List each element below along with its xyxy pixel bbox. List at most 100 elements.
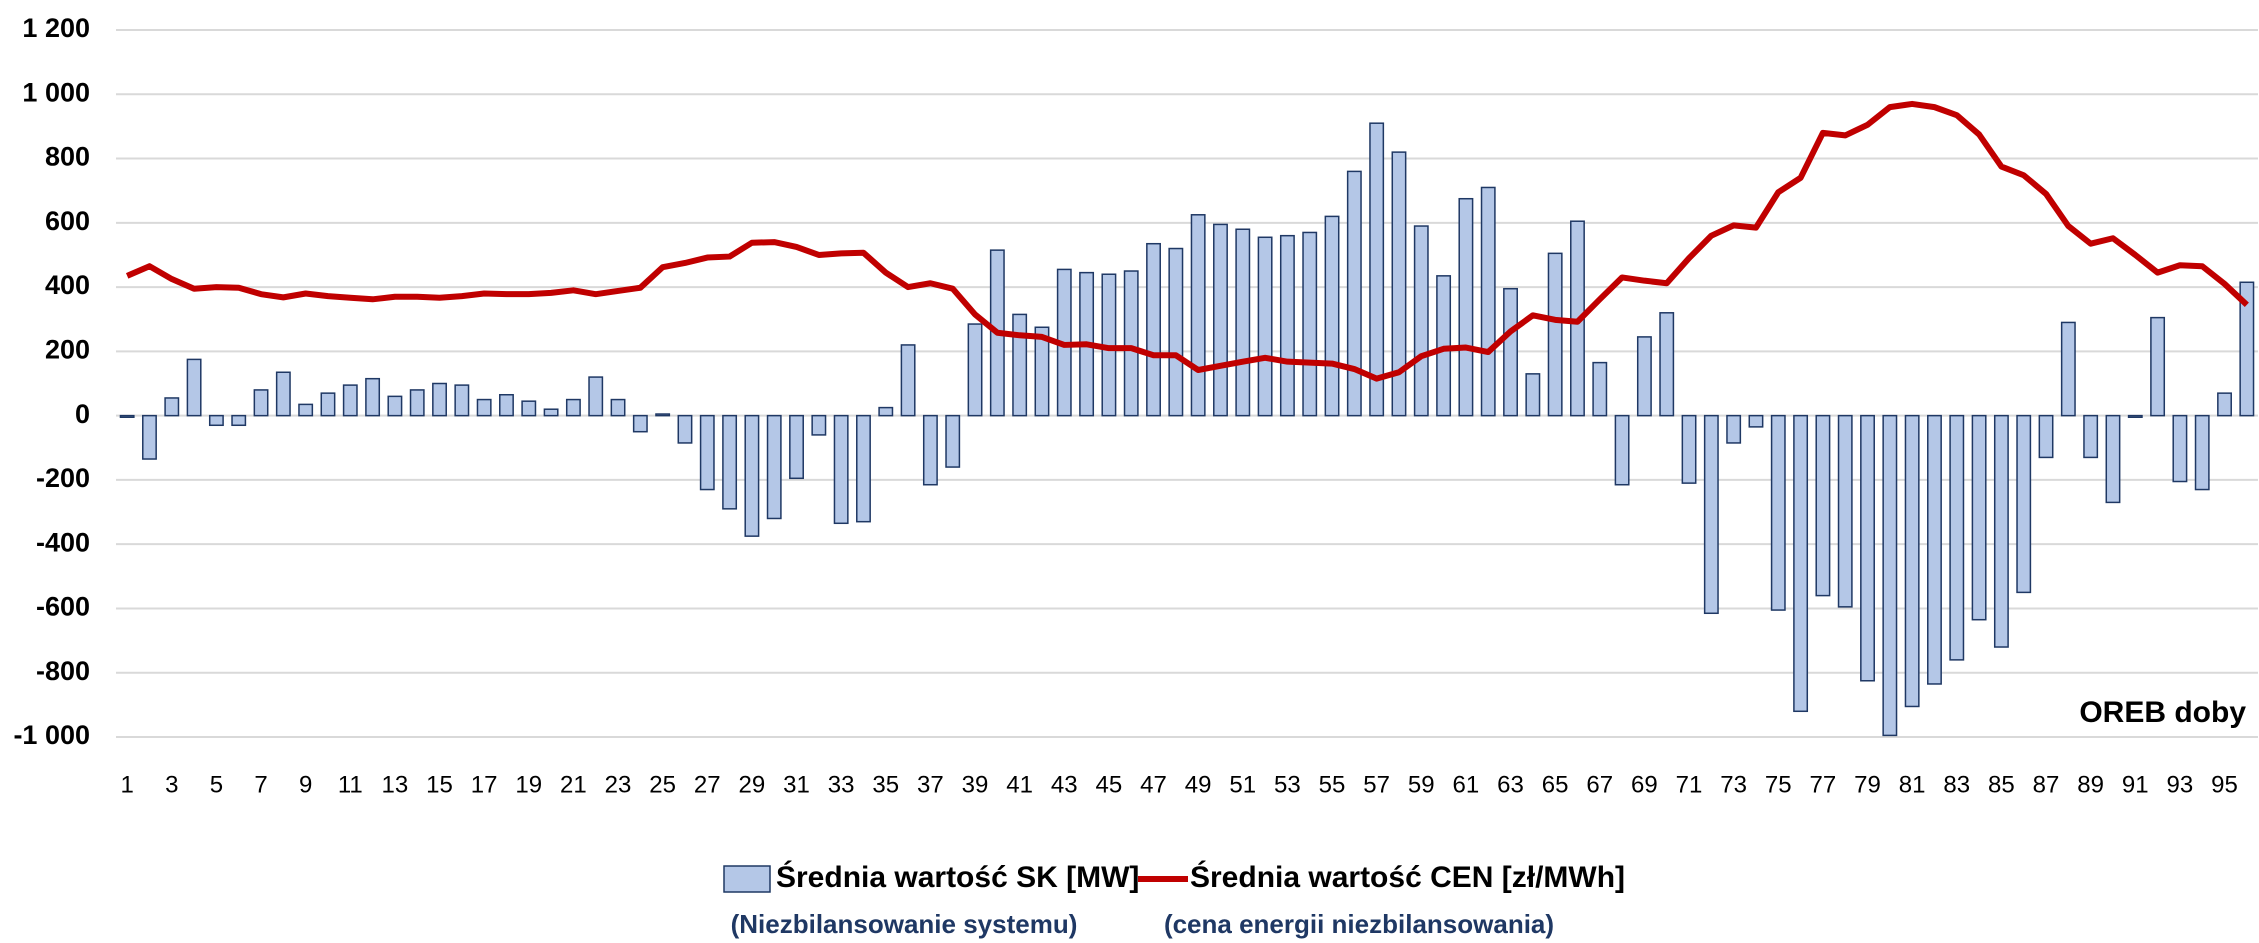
bar [1146,242,1161,417]
x-tick-label: 49 [1185,771,1212,798]
bar [677,414,693,444]
bar [253,389,269,417]
x-tick-label: 39 [962,771,989,798]
bar [1636,336,1652,417]
bar [499,393,514,417]
x-tick-label: 75 [1765,771,1792,798]
bar [1324,215,1340,417]
legend-label: Średnia wartość SK [MW] [776,860,1139,894]
x-tick-label: 93 [2167,771,2194,798]
x-tick-label: 79 [1854,771,1881,798]
bar [878,406,894,417]
bar [2127,414,2143,418]
bar [2083,414,2099,459]
y-tick-label: 600 [45,206,90,236]
x-tick-label: 71 [1676,771,1703,798]
y-tick-label: 400 [45,270,90,300]
x-tick-label: 89 [2077,771,2104,798]
bar [1703,414,1719,615]
bar [1882,414,1898,737]
bar [320,392,336,417]
x-tick-label: 87 [2033,771,2060,798]
x-tick-label: 19 [515,771,542,798]
bar [789,414,804,480]
x-tick-label: 21 [560,771,587,798]
x-tick-label: 5 [210,771,223,798]
x-tick-label: 55 [1319,771,1346,798]
bar [454,384,470,417]
x-tick-label: 35 [872,771,899,798]
bar [208,414,224,427]
bar [432,382,447,417]
bar [610,398,626,417]
x-tick-label: 65 [1542,771,1569,798]
bar [231,414,247,427]
legend-description: (Niezbilansowanie systemu) [731,909,1078,939]
bar [1012,313,1028,417]
bar [476,398,492,417]
bar [164,397,180,417]
bar [2105,414,2121,504]
annotation: OREB doby [2079,696,2246,729]
bar [588,376,604,417]
x-tick-label: 81 [1899,771,1926,798]
x-tick-label: 15 [426,771,453,798]
bar [342,384,358,417]
x-tick-label: 45 [1096,771,1123,798]
bar [1860,414,1875,682]
bar [1770,414,1786,611]
bar [699,414,715,491]
x-tick-label: 95 [2211,771,2238,798]
y-tick-label: 1 200 [22,13,90,43]
bar [186,358,202,417]
bar [1034,326,1050,417]
bar [1726,414,1742,444]
bar [142,414,157,460]
x-tick-label: 29 [739,771,766,798]
bar [1904,414,1920,708]
bar [1168,247,1184,417]
bar [1793,414,1809,713]
x-tick-label: 53 [1274,771,1301,798]
bar [1681,414,1697,484]
bar [2038,414,2054,459]
bar [1837,414,1853,608]
bar [1391,151,1407,417]
bar [1993,414,2009,648]
bar [632,414,648,433]
bar [1614,414,1630,486]
x-tick-label: 69 [1631,771,1658,798]
x-tick-label: 33 [828,771,855,798]
bar [365,377,381,417]
bar [2194,414,2210,491]
bar [1949,414,1965,661]
bar [655,413,671,417]
x-tick-label: 51 [1229,771,1256,798]
bar [1480,186,1496,417]
bar [1927,414,1942,685]
x-tick-label: 77 [1810,771,1837,798]
x-tick-label: 31 [783,771,810,798]
bar [1592,361,1608,417]
x-tick-label: 43 [1051,771,1078,798]
bar [1503,287,1518,417]
bar [119,414,135,418]
bar [945,414,961,468]
bar [2060,321,2076,417]
bar [1123,270,1139,417]
x-tick-label: 59 [1408,771,1435,798]
y-tick-label: -800 [36,656,90,686]
x-tick-label: 41 [1006,771,1033,798]
bar [1547,252,1563,417]
bar [2150,316,2166,417]
x-tick-label: 91 [2122,771,2149,798]
y-tick-label: 200 [45,334,90,364]
y-tick-label: 1 000 [22,77,90,107]
x-tick-label: 17 [471,771,498,798]
bar [1659,312,1675,417]
line [125,100,2249,382]
bar [1346,170,1362,417]
x-tick-label: 85 [1988,771,2015,798]
y-tick-label: -1 000 [13,720,90,750]
x-tick-label: 1 [120,771,133,798]
